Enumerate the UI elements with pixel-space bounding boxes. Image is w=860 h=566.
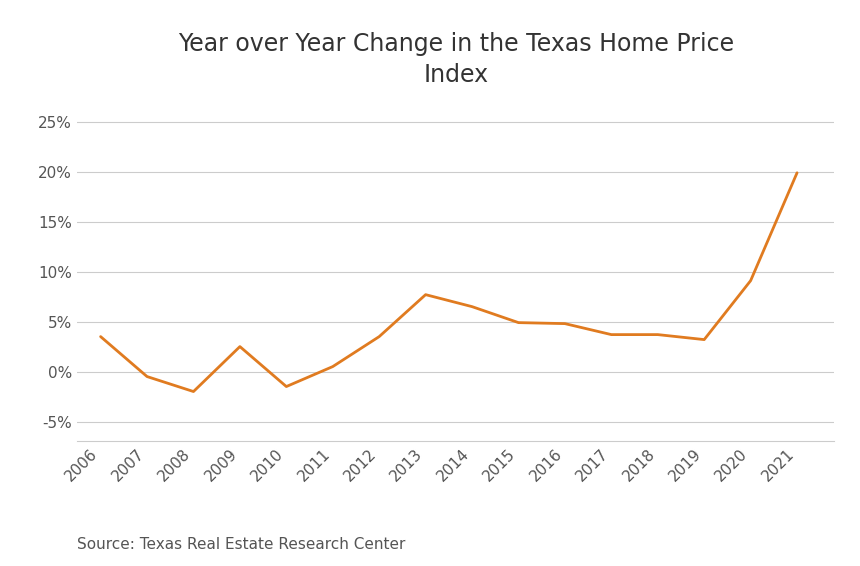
Title: Year over Year Change in the Texas Home Price
Index: Year over Year Change in the Texas Home … bbox=[178, 32, 734, 87]
Text: Source: Texas Real Estate Research Center: Source: Texas Real Estate Research Cente… bbox=[77, 537, 406, 552]
